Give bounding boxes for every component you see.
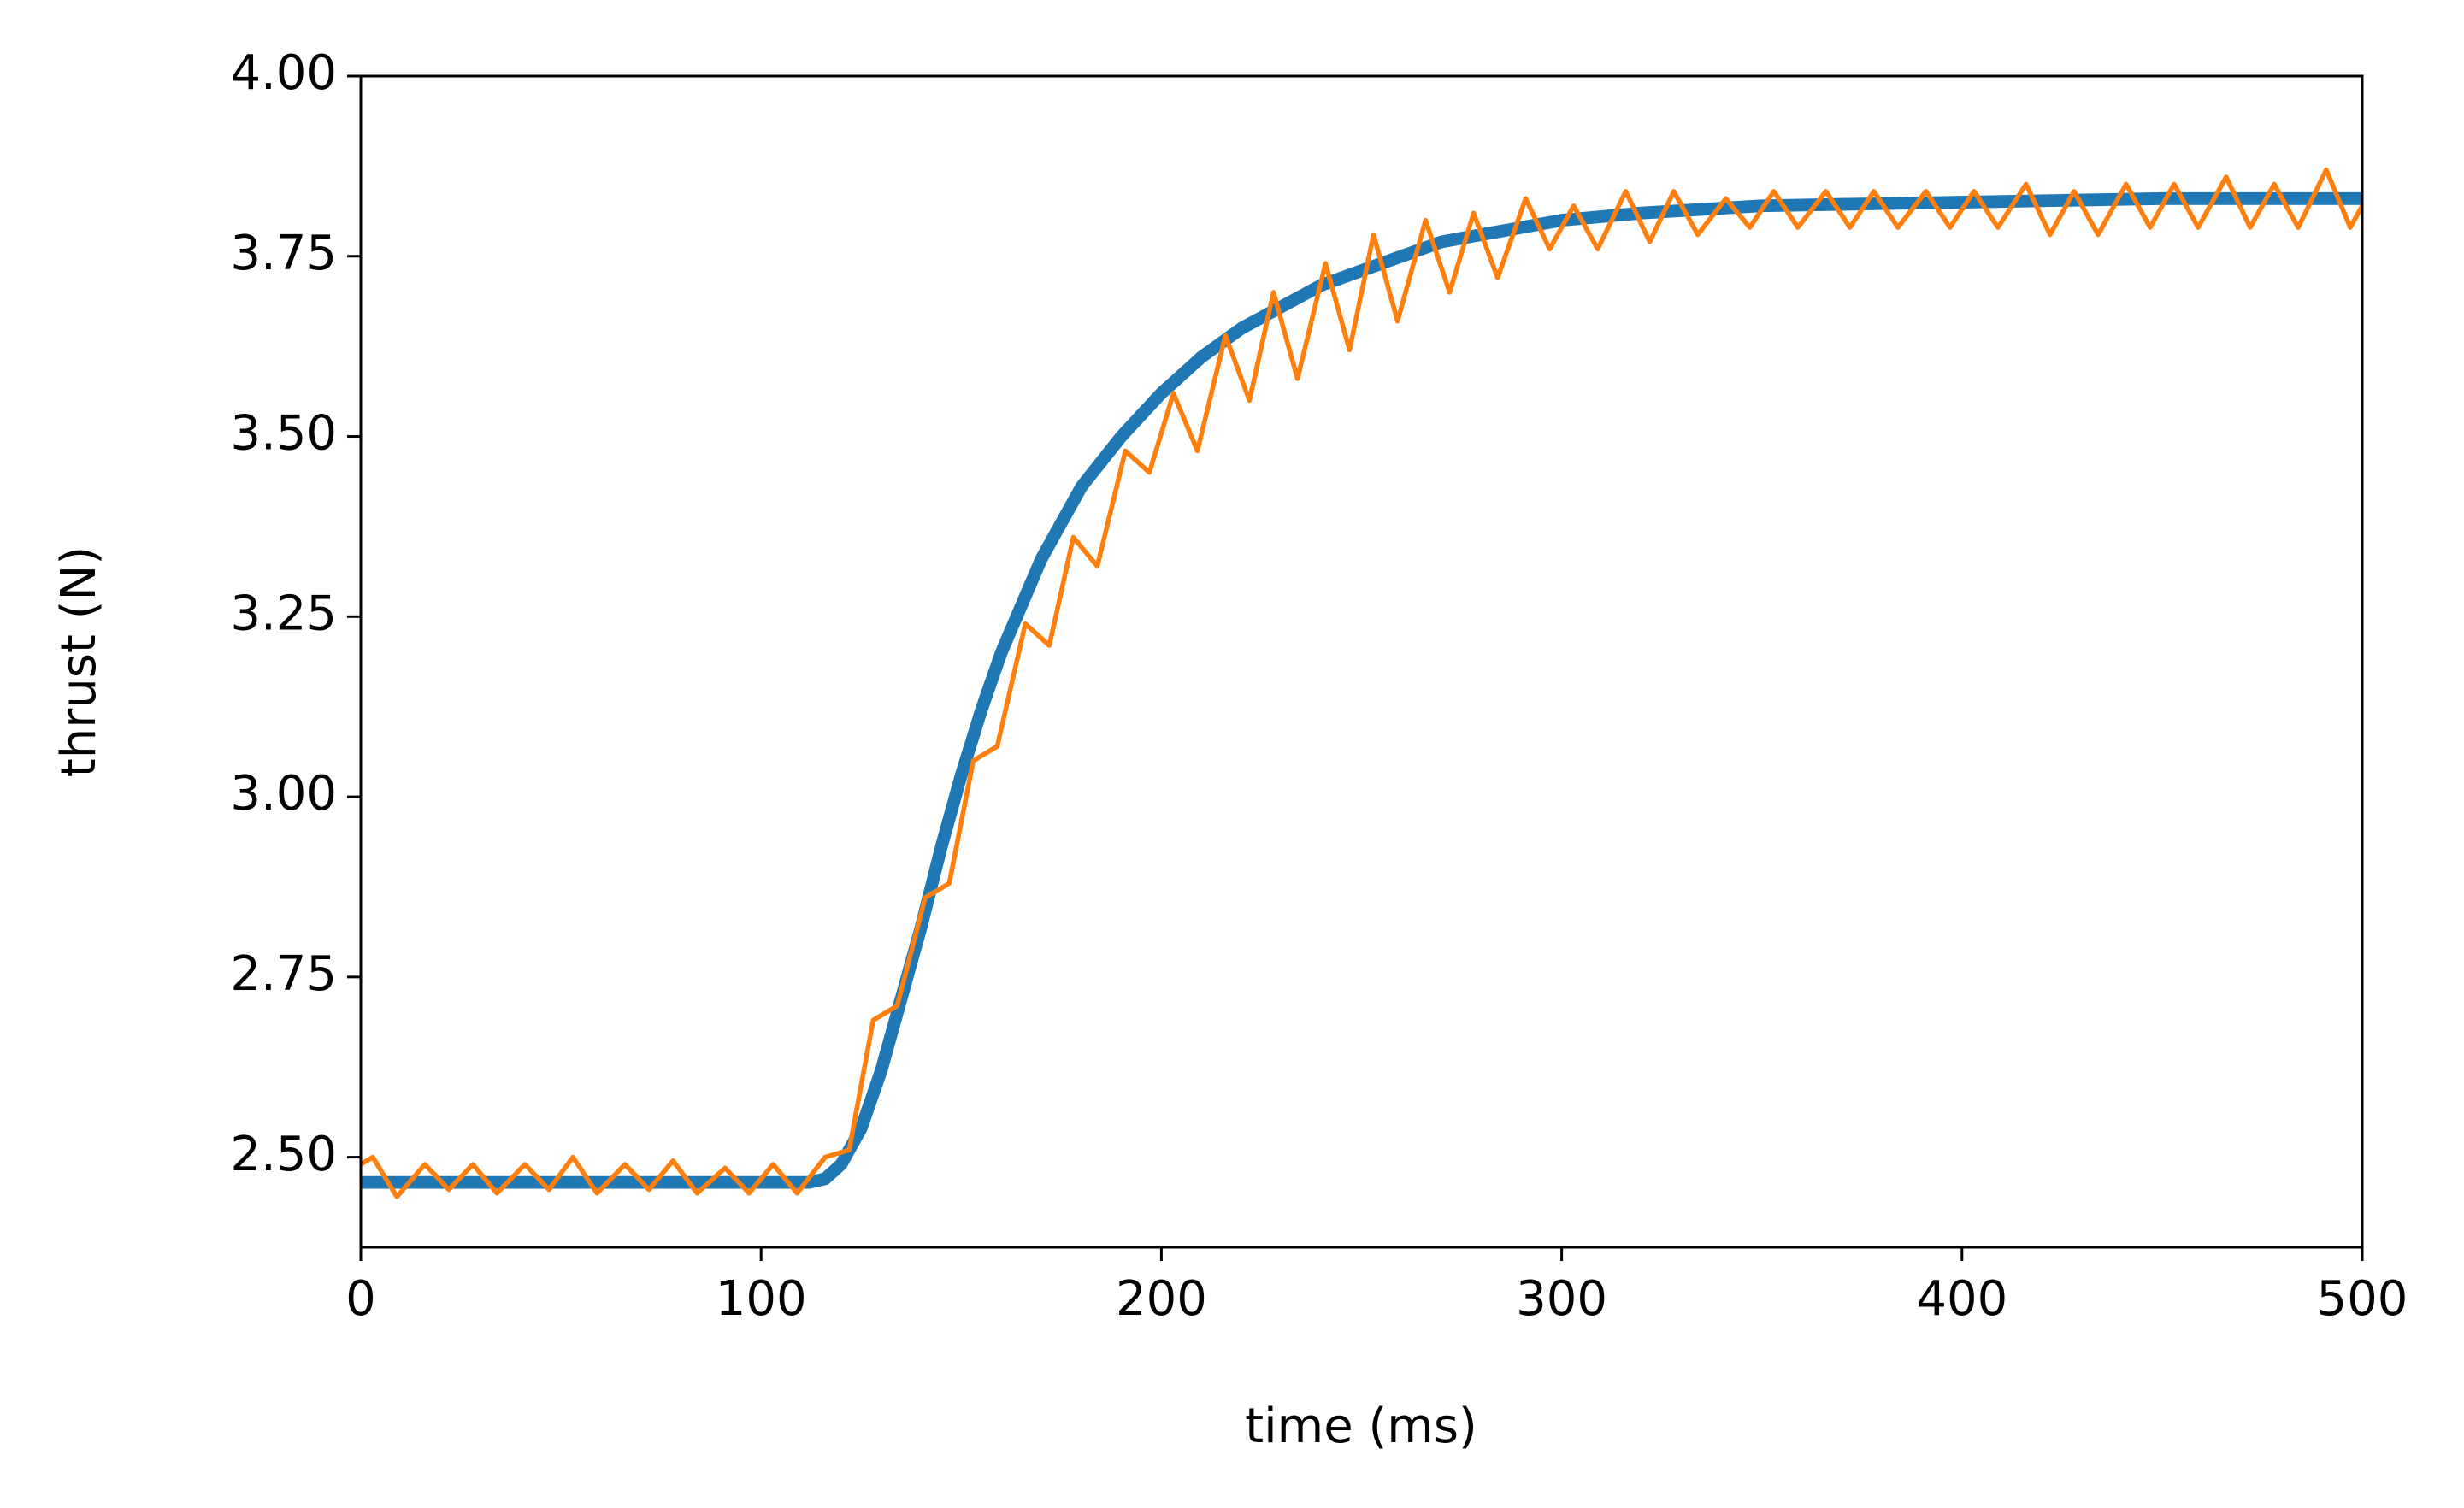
x-tick-label: 200 [1116, 1271, 1207, 1327]
x-axis-label: time (ms) [1245, 1399, 1477, 1454]
x-tick-label: 500 [2317, 1271, 2408, 1327]
y-tick-label: 2.50 [230, 1127, 337, 1182]
y-tick-label: 3.50 [230, 406, 337, 462]
x-tick-label: 0 [345, 1271, 376, 1327]
y-tick-label: 2.75 [230, 946, 337, 1002]
y-tick-label: 4.00 [230, 45, 337, 101]
series-line [361, 191, 2362, 1189]
x-tick-label: 300 [1516, 1271, 1607, 1327]
y-tick-label: 3.75 [230, 226, 337, 281]
y-tick-label: 3.25 [230, 586, 337, 641]
series-line [361, 167, 2362, 1199]
y-tick-label: 3.00 [230, 766, 337, 822]
x-tick-label: 100 [716, 1271, 807, 1327]
x-tick-label: 400 [1916, 1271, 2007, 1327]
plot-frame [359, 74, 2364, 1249]
y-axis-label: thrust (N) [51, 546, 107, 777]
